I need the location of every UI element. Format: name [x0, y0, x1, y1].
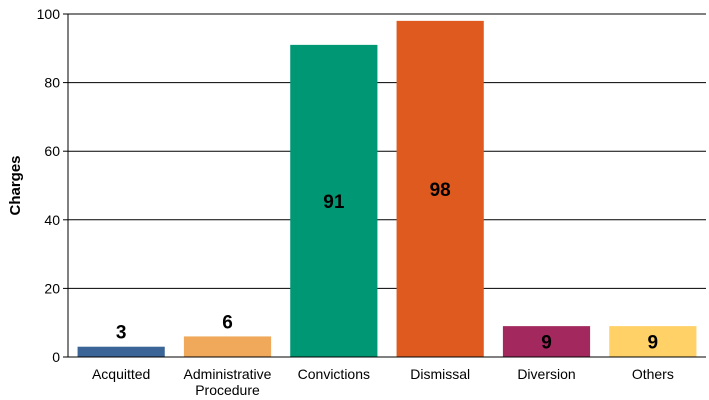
category-label: Others [632, 366, 674, 382]
bars [77, 20, 697, 358]
bar [396, 20, 484, 358]
bar [77, 346, 165, 357]
category-label: Convictions [298, 366, 370, 382]
category-label: Diversion [517, 366, 575, 382]
y-tick-label: 80 [44, 75, 60, 91]
y-tick-label: 60 [44, 143, 60, 159]
data-label: 6 [222, 312, 233, 333]
y-tick-label: 20 [44, 280, 60, 296]
y-axis-title: Charges [7, 155, 24, 215]
data-label: 3 [116, 323, 127, 344]
bar [502, 326, 591, 357]
bar [183, 336, 272, 357]
axes [67, 14, 706, 358]
category-label: Acquitted [92, 366, 150, 382]
y-tick-labels: 0 20 40 60 80 100 [37, 6, 68, 365]
y-tick-label: 100 [37, 6, 61, 22]
gridlines [68, 13, 706, 289]
data-label: 9 [648, 333, 659, 354]
bar [290, 44, 378, 358]
data-labels: 3 6 91 98 9 9 [116, 180, 658, 354]
category-label: Administrative [184, 366, 272, 382]
data-label: 98 [430, 180, 451, 201]
category-label: Dismissal [410, 366, 470, 382]
data-label: 91 [323, 192, 345, 213]
bar [609, 326, 697, 357]
category-label: Procedure [195, 382, 260, 398]
data-label: 9 [541, 333, 552, 354]
y-tick-label: 40 [44, 212, 60, 228]
y-tick-label: 0 [52, 349, 60, 365]
